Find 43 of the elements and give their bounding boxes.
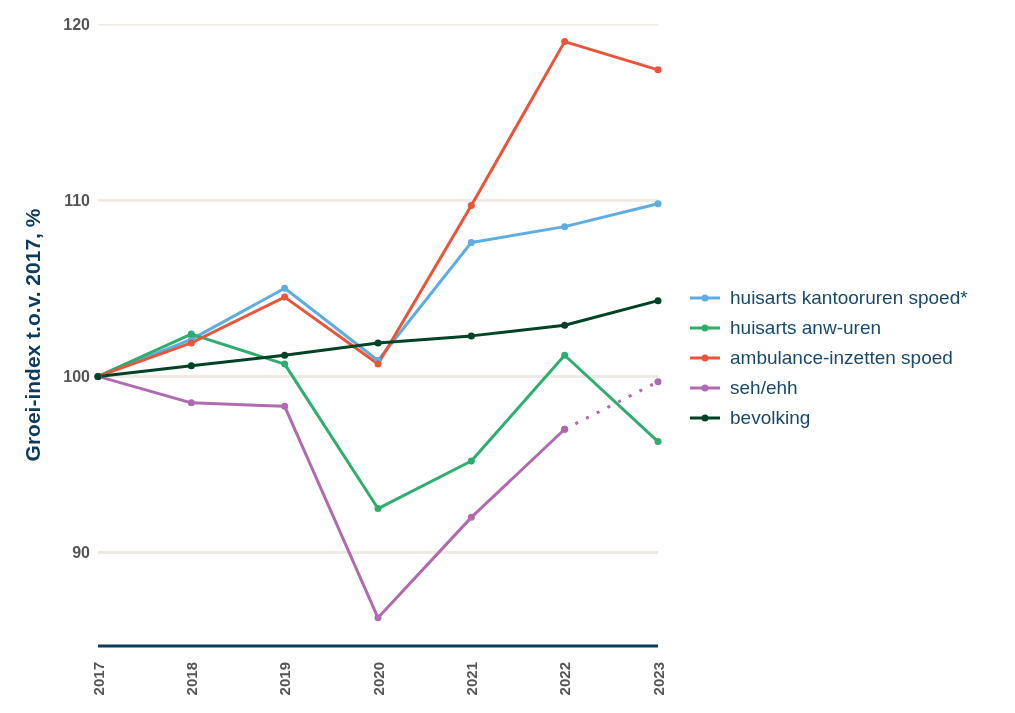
legend-label: huisarts anw-uren bbox=[730, 317, 882, 339]
legend-label: huisarts kantooruren spoed* bbox=[730, 287, 968, 309]
legend-label: ambulance-inzetten spoed bbox=[730, 347, 953, 369]
point bbox=[187, 399, 195, 407]
point bbox=[281, 351, 289, 359]
legend-label: seh/ehh bbox=[730, 377, 798, 399]
point bbox=[561, 223, 569, 231]
x-tick-label: 2020 bbox=[369, 662, 387, 696]
point bbox=[187, 330, 195, 338]
x-tick-label: 2017 bbox=[89, 662, 107, 696]
point bbox=[187, 339, 195, 347]
point bbox=[654, 438, 662, 446]
legend-label: bevolking bbox=[730, 407, 811, 429]
x-tick-label: 2019 bbox=[276, 662, 294, 696]
point bbox=[467, 332, 475, 340]
x-tick-label: 2018 bbox=[182, 662, 200, 696]
y-tick-label: 90 bbox=[72, 544, 91, 562]
x-tick-label: 2023 bbox=[649, 662, 667, 696]
point bbox=[561, 351, 569, 359]
point bbox=[281, 293, 289, 301]
point bbox=[374, 505, 382, 513]
point bbox=[467, 457, 475, 465]
point bbox=[467, 238, 475, 246]
point bbox=[654, 297, 662, 305]
point bbox=[467, 513, 475, 521]
point bbox=[561, 321, 569, 329]
x-tick-label: 2021 bbox=[462, 662, 480, 696]
point bbox=[654, 200, 662, 208]
y-tick-label: 100 bbox=[63, 368, 91, 386]
y-axis-title: Groei-index t.o.v. 2017, % bbox=[21, 208, 45, 462]
y-tick-label: 110 bbox=[64, 191, 91, 209]
point bbox=[561, 38, 569, 46]
point bbox=[281, 360, 289, 368]
point bbox=[187, 362, 195, 370]
y-tick-label: 120 bbox=[63, 15, 91, 33]
point bbox=[281, 402, 289, 410]
point bbox=[654, 378, 662, 386]
point bbox=[374, 339, 382, 347]
x-tick-label: 2022 bbox=[556, 662, 574, 696]
point bbox=[654, 66, 662, 74]
point bbox=[374, 614, 382, 622]
point bbox=[467, 201, 475, 209]
point bbox=[281, 284, 289, 292]
